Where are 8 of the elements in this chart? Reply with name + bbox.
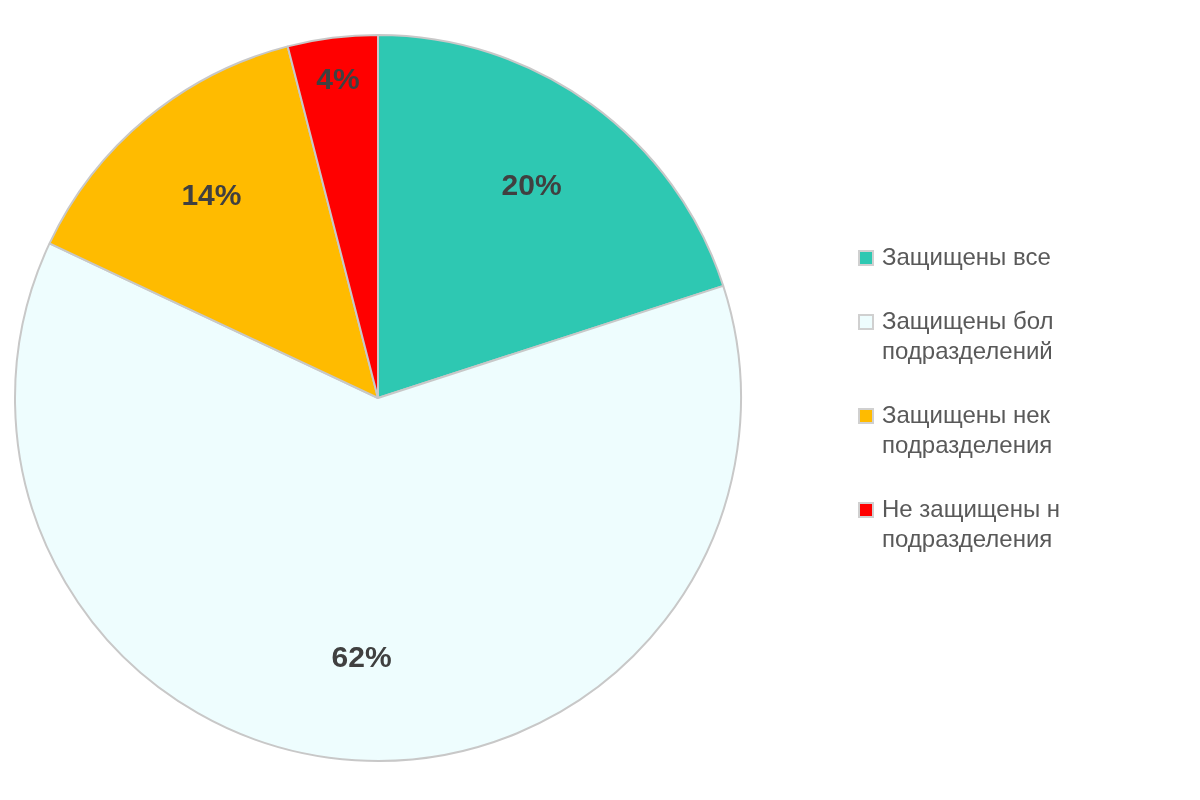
data-label: 62% bbox=[331, 640, 392, 674]
legend-label: Защищены нек подразделения bbox=[882, 400, 1053, 460]
legend-label: Защищены все bbox=[882, 242, 1051, 272]
legend-label: Не защищены н подразделения bbox=[882, 494, 1061, 554]
data-label: 14% bbox=[181, 177, 242, 211]
data-label: 20% bbox=[501, 167, 562, 201]
legend-label: Защищены бол подразделений bbox=[882, 306, 1054, 366]
data-label: 4% bbox=[316, 62, 360, 96]
